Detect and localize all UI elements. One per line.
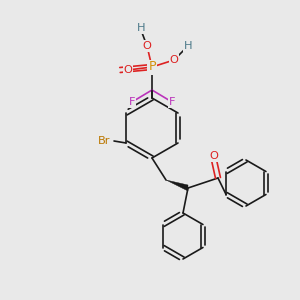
Text: O: O [169, 55, 178, 65]
Text: H: H [137, 23, 145, 33]
Text: O: O [124, 65, 132, 75]
Text: F: F [129, 97, 135, 107]
Text: P: P [148, 61, 156, 74]
Polygon shape [166, 180, 188, 191]
Text: O: O [142, 41, 152, 51]
Text: Br: Br [98, 136, 110, 146]
Text: F: F [169, 97, 175, 107]
Text: O: O [210, 151, 218, 161]
Text: H: H [184, 41, 192, 51]
